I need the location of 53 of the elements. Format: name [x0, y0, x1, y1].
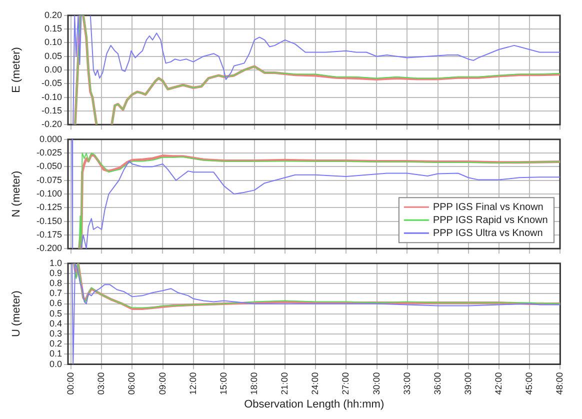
y-tick-label: -0.15 — [41, 105, 62, 116]
y-tick-label: -0.025 — [36, 148, 62, 158]
x-tick-label: 00:00 — [66, 372, 76, 395]
x-tick-label: 39:00 — [462, 372, 473, 395]
y-tick-label: 0.05 — [44, 50, 62, 61]
y-tick-label: 0.3 — [49, 328, 62, 338]
y-tick-label: 0.20 — [44, 10, 62, 20]
y-tick-label: -0.050 — [36, 161, 62, 172]
legend-label: PPP IGS Rapid vs Known — [432, 214, 548, 226]
y-tick-label: -0.175 — [36, 229, 62, 240]
y-tick-label: -0.10 — [41, 92, 62, 102]
y-tick-label: 0.5 — [49, 308, 62, 318]
y-axis-title: N (meter) — [10, 170, 23, 218]
y-tick-label: -0.05 — [41, 78, 62, 88]
y-tick-label: -0.100 — [36, 188, 62, 198]
x-tick-label: 12:00 — [188, 372, 198, 395]
y-tick-label: 0.6 — [49, 298, 62, 308]
y-axis-title: U (meter) — [10, 290, 23, 338]
x-tick-label: 48:00 — [554, 372, 565, 395]
y-tick-label: 0.7 — [49, 288, 62, 298]
y-tick-label: 0.0 — [49, 358, 62, 369]
x-tick-label: 24:00 — [310, 372, 320, 395]
y-tick-label: -0.150 — [36, 216, 62, 226]
x-tick-label: 09:00 — [157, 372, 168, 395]
x-tick-label: 21:00 — [280, 372, 290, 395]
y-axis-title: E (meter) — [10, 47, 23, 93]
x-tick-label: 06:00 — [126, 372, 137, 395]
y-tick-label: 0.9 — [49, 268, 62, 278]
x-tick-label: 36:00 — [432, 372, 442, 395]
y-tick-label: 0.2 — [49, 338, 62, 349]
x-tick-label: 18:00 — [248, 372, 259, 395]
x-tick-label: 42:00 — [494, 372, 504, 395]
legend-label: PPP IGS Final vs Known — [432, 202, 544, 213]
y-tick-label: 0.00 — [44, 64, 62, 74]
legend-label: PPP IGS Ultra vs Known — [432, 228, 543, 239]
x-tick-label: 30:00 — [371, 372, 382, 395]
x-tick-label: 27:00 — [340, 372, 351, 395]
y-tick-label: 1.0 — [49, 258, 62, 268]
y-tick-label: 0.10 — [44, 37, 62, 48]
y-tick-label: 0.4 — [49, 318, 62, 328]
x-tick-label: 33:00 — [402, 372, 412, 395]
y-tick-label: -0.125 — [36, 202, 62, 212]
y-tick-label: -0.20 — [41, 119, 62, 130]
y-tick-label: 0.15 — [44, 24, 62, 34]
x-tick-label: 15:00 — [218, 372, 228, 395]
y-tick-label: 0.8 — [49, 278, 62, 288]
y-tick-label: -0.200 — [36, 243, 62, 254]
x-axis-title: Observation Length (hh:mm) — [244, 398, 384, 410]
y-tick-label: 0.000 — [39, 134, 62, 144]
y-tick-label: -0.075 — [36, 174, 62, 185]
y-tick-label: 0.1 — [49, 348, 62, 359]
x-tick-label: 45:00 — [524, 372, 534, 395]
x-tick-label: 03:00 — [96, 372, 106, 395]
